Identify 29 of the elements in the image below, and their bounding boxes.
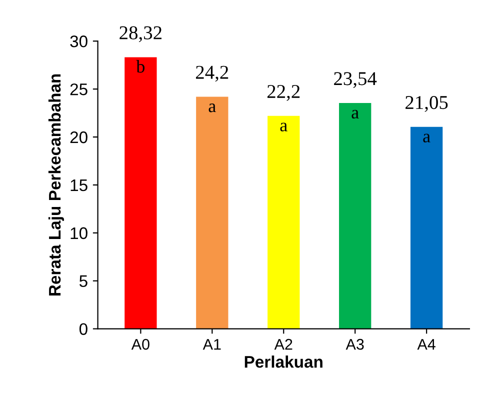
y-tick-label: 20 bbox=[70, 131, 88, 144]
y-tick-label: 0 bbox=[79, 323, 88, 336]
x-tick-label: A3 bbox=[346, 338, 364, 350]
y-tick-label: 15 bbox=[70, 180, 88, 192]
bar bbox=[339, 103, 372, 329]
bar bbox=[410, 126, 443, 329]
data-label: 24,2 bbox=[196, 66, 228, 82]
y-tick-label: 10 bbox=[70, 227, 88, 240]
y-axis-title: Rerata Laju Perkecambahan bbox=[48, 74, 64, 296]
x-tick-label: A4 bbox=[417, 339, 436, 350]
y-tick-label: 30 bbox=[70, 36, 88, 48]
x-axis-title: Perlakuan bbox=[244, 356, 322, 368]
annotation: a bbox=[280, 122, 288, 132]
bar bbox=[268, 116, 300, 329]
y-tick-label: 5 bbox=[79, 275, 88, 288]
annotation: a bbox=[352, 110, 359, 119]
data-label: 23,54 bbox=[334, 72, 377, 88]
x-tick-label: A2 bbox=[274, 338, 292, 350]
x-tick-label: A1 bbox=[202, 339, 221, 350]
data-label: 28,32 bbox=[120, 26, 162, 42]
data-label: 22,2 bbox=[267, 84, 300, 101]
annotation: a bbox=[208, 104, 216, 112]
y-tick-label: 25 bbox=[70, 83, 88, 96]
data-label: 21,05 bbox=[406, 96, 448, 112]
annotation: a bbox=[423, 134, 430, 142]
bar bbox=[124, 57, 157, 329]
x-tick-label: A0 bbox=[131, 338, 150, 350]
bar bbox=[196, 96, 228, 329]
annotation: b bbox=[136, 60, 145, 73]
